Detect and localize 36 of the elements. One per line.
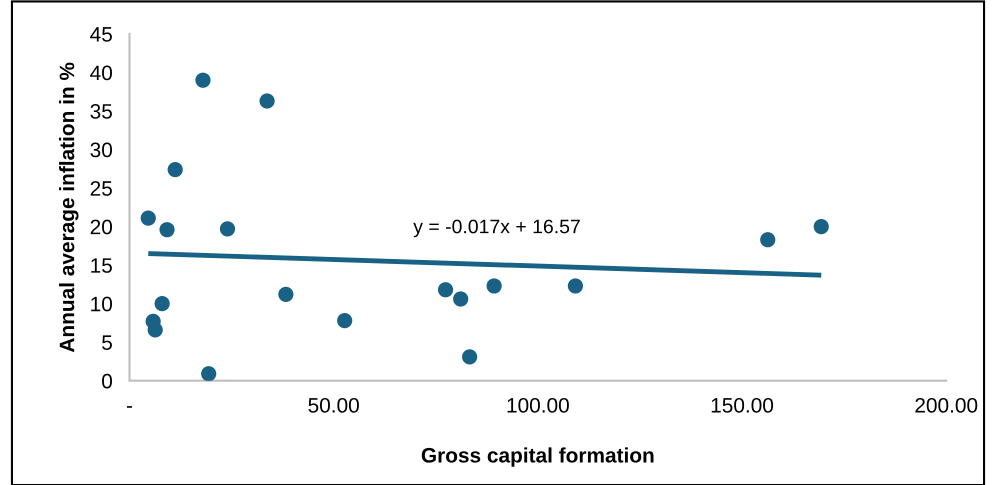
x-tick-label: 200.00: [915, 398, 978, 413]
point: [168, 162, 183, 178]
point: [195, 72, 211, 88]
point: [453, 291, 468, 307]
y-tick-label: 45: [90, 27, 112, 42]
x-tick-label: -: [126, 406, 132, 408]
y-tick-label: 20: [90, 220, 112, 234]
point: [462, 349, 478, 364]
x-tick-label: 100.00: [508, 398, 569, 413]
point: [568, 278, 584, 294]
x-tick-label: 50.00: [308, 398, 359, 413]
y-tick-label: 25: [90, 181, 112, 196]
y-tick-label: 0: [102, 374, 112, 388]
point: [486, 278, 502, 294]
point: [438, 282, 454, 298]
y-tick-label: 10: [91, 296, 112, 312]
point: [148, 322, 163, 338]
point: [220, 221, 236, 237]
y-tick-label: 35: [90, 104, 112, 119]
x-axis-title: Gross capital formation: [422, 447, 654, 467]
point: [259, 93, 275, 109]
point: [760, 232, 776, 248]
y-tick-label: 15: [91, 258, 112, 273]
y-tick-label: 30: [90, 142, 112, 158]
y-tick-label: 40: [90, 65, 112, 80]
x-tick-label: 150.00: [712, 398, 774, 413]
y-tick-label: 5: [102, 335, 112, 350]
annotation: y = -0.017x + 16.57: [413, 220, 580, 238]
y-axis-title: Annual average inflation in %: [59, 62, 79, 352]
point: [154, 296, 170, 312]
point: [159, 222, 175, 238]
point: [201, 366, 216, 381]
point: [337, 313, 352, 328]
point: [140, 210, 156, 226]
point: [278, 286, 294, 302]
point: [814, 218, 829, 234]
